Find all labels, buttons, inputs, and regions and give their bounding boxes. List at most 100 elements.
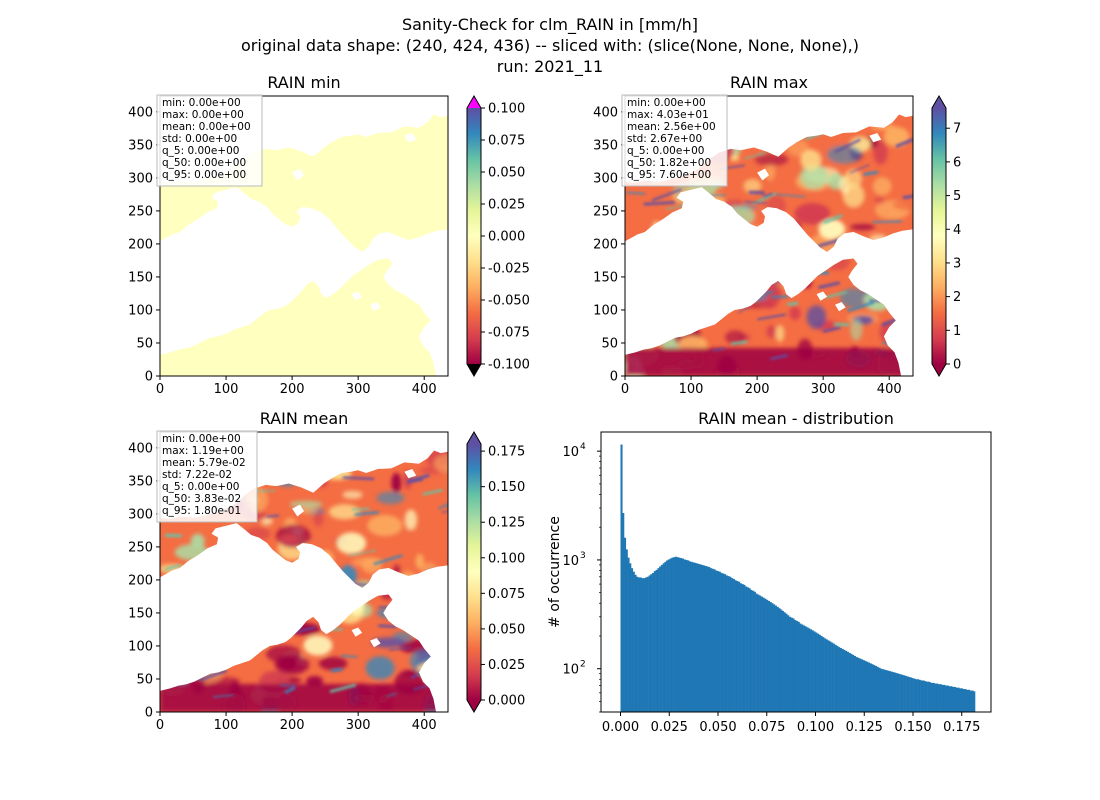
- rain-max-x-ticks: 0 100 200 300 400: [621, 376, 902, 397]
- histogram-bar: [796, 620, 799, 712]
- colorbar-tick-label: 1: [953, 324, 961, 339]
- y-tick-label: 50: [136, 336, 153, 351]
- histogram-bar: [669, 558, 672, 712]
- rain-max-colorbar-extend-max: [932, 96, 946, 108]
- field-texture-streak: [743, 152, 767, 160]
- x-tick-label: 300: [346, 718, 371, 733]
- x-tick-label: 0.025: [651, 720, 688, 735]
- field-texture-streak: [164, 533, 183, 538]
- field-texture-blob: [328, 504, 361, 520]
- colorbar-tick-label: 3: [953, 256, 961, 271]
- histogram-bar: [753, 591, 756, 712]
- histogram-bar: [810, 629, 813, 712]
- histogram-bar: [953, 686, 956, 712]
- y-tick-label: 50: [601, 336, 618, 351]
- rain-mean-colorbar-extend-min: [467, 700, 481, 712]
- histogram-bar: [932, 682, 935, 712]
- histogram-bar: [781, 610, 785, 712]
- field-texture-blob: [781, 183, 802, 202]
- histogram-bar: [915, 679, 918, 712]
- rain-min-y-ticks: 0 50 100 150 200 250 300 350 400: [128, 105, 160, 385]
- rain-max-colorbar-extend-min: [932, 364, 946, 376]
- field-texture-streak: [869, 299, 881, 303]
- field-texture-blob: [850, 224, 875, 231]
- histogram-bar: [704, 565, 707, 712]
- field-texture-blob: [789, 306, 801, 320]
- field-texture-blob: [391, 472, 402, 494]
- x-tick-label: 0.050: [699, 720, 736, 735]
- histogram-bar: [743, 584, 746, 712]
- histogram-bar: [624, 537, 627, 712]
- y-tick-label: 250: [593, 204, 618, 219]
- rain-max-colorbar-body: [932, 108, 946, 364]
- histogram-bar: [971, 690, 974, 712]
- histogram-bar: [671, 557, 674, 712]
- histogram-bar: [883, 669, 886, 712]
- field-texture-band: [625, 348, 913, 376]
- field-texture-blob: [300, 507, 318, 514]
- histogram-bar: [967, 689, 971, 712]
- histogram-bar: [813, 631, 816, 712]
- histogram-bar: [629, 563, 632, 712]
- field-texture-streak: [373, 554, 403, 566]
- field-texture-blob: [743, 179, 762, 193]
- histogram-bar: [955, 687, 958, 712]
- histogram-bar: [869, 663, 872, 712]
- histogram-bar: [871, 664, 874, 712]
- field-texture-streak: [752, 192, 777, 205]
- histogram-bar: [706, 566, 709, 712]
- histogram-bar: [760, 596, 763, 712]
- histogram-bar: [922, 680, 925, 712]
- rain-max-colorbar-ticks: 0 1 2 3 4 5 6 7: [946, 122, 961, 373]
- histogram-bar: [738, 581, 741, 712]
- field-texture-streak: [354, 511, 380, 516]
- histogram-bar: [817, 633, 820, 712]
- rain-mean-colorbar-outline: [466, 431, 482, 713]
- histogram-bar: [681, 558, 684, 712]
- field-texture-streak: [199, 669, 228, 682]
- histogram-bar: [750, 589, 753, 712]
- field-texture-streak: [256, 489, 276, 493]
- rain-min-stats-box: min: 0.00e+00 max: 0.00e+00 mean: 0.00e+…: [156, 94, 263, 187]
- histogram-bar: [715, 570, 718, 712]
- histogram-bar: [662, 563, 665, 712]
- field-texture-blob: [289, 500, 323, 508]
- x-tick-label: 0.175: [943, 720, 980, 735]
- histogram-bar: [625, 549, 628, 712]
- histogram-bar: [694, 562, 697, 712]
- histogram-bar: [827, 640, 830, 712]
- stat-line: q_50: 3.83e-02: [162, 493, 241, 505]
- histogram-bar: [899, 674, 902, 712]
- field-texture-streak: [825, 290, 848, 299]
- x-tick-label: 100: [679, 382, 704, 397]
- histogram-bar: [918, 679, 921, 712]
- histogram-bar: [946, 685, 949, 712]
- field-texture-streak: [407, 474, 430, 483]
- histogram-bar: [741, 584, 744, 712]
- colorbar-tick-label: 6: [953, 155, 961, 170]
- field-texture-blob: [361, 557, 382, 574]
- histogram-bar: [811, 630, 814, 712]
- histogram-bar: [853, 655, 856, 712]
- field-texture-streak: [737, 306, 750, 314]
- field-texture-blob: [775, 325, 785, 342]
- histogram-bar: [650, 574, 653, 712]
- histogram-bar: [699, 564, 702, 712]
- histogram-bar: [818, 634, 821, 712]
- field-texture-streak: [823, 214, 843, 224]
- rain-max-axes-frame: [624, 95, 914, 377]
- rain-min-colorbar: -0.100 -0.075 -0.050 -0.025 0.000 0.025 0.050 0…: [466, 95, 530, 377]
- y-tick-label: 300: [593, 171, 618, 186]
- rain-mean-colorbar-body: [467, 444, 481, 700]
- x-tick-label: 300: [811, 382, 836, 397]
- histogram-bar: [746, 587, 749, 712]
- histogram-bar: [839, 648, 842, 712]
- histogram-bar: [687, 560, 690, 712]
- y-tick-exponent: 2: [580, 660, 586, 670]
- field-texture-streak: [863, 170, 879, 176]
- histogram-bar: [620, 444, 623, 712]
- y-tick-label: 150: [128, 606, 153, 621]
- histogram-bar: [666, 560, 669, 712]
- field-texture-blob: [754, 153, 789, 166]
- stat-line: min: 0.00e+00: [162, 97, 241, 109]
